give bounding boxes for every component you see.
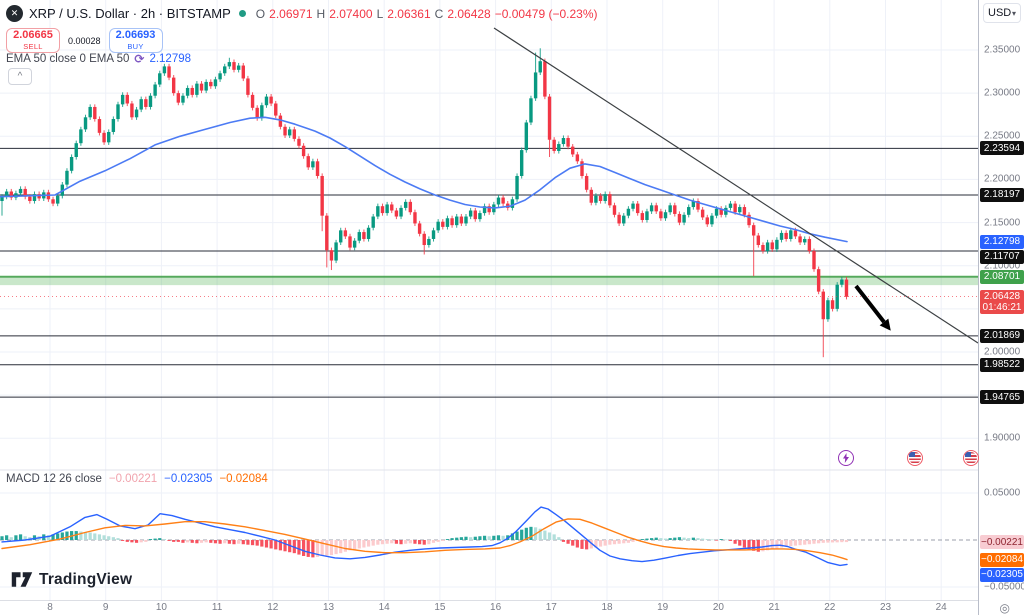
bar-countdown: 01:46:21 (982, 301, 1022, 313)
price-tick-label: 0.05000 (984, 487, 1021, 499)
price-label-box: −0.00221 (980, 535, 1024, 550)
ema-value: 2.12798 (149, 53, 192, 65)
macd-signal-value: −0.02084 (219, 473, 268, 485)
macd-legend[interactable]: MACD 12 26 close −0.00221 −0.02305 −0.02… (6, 473, 268, 485)
price-tick-label: 2.35000 (984, 44, 1021, 56)
time-tick-label: 22 (824, 602, 836, 613)
xrp-logo-icon: ✕ (6, 5, 23, 22)
sell-label: SELL (23, 42, 43, 52)
price-tick-label: 2.15000 (984, 217, 1021, 229)
low-label: L (376, 6, 384, 21)
close-label: C (434, 6, 444, 21)
currency-toggle-button[interactable]: USD ▾ (983, 3, 1021, 23)
open-label: O (255, 6, 266, 21)
price-tick-label: 2.30000 (984, 87, 1021, 99)
price-label-box: 1.98522 (980, 357, 1024, 372)
time-tick-label: 17 (545, 602, 557, 613)
time-tick-label: 12 (267, 602, 279, 613)
buy-price: 2.06693 (115, 29, 156, 42)
time-tick-label: 19 (657, 602, 669, 613)
time-tick-label: 13 (322, 602, 335, 613)
time-tick-label: 8 (47, 602, 53, 613)
price-label-box: 2.11707 (980, 249, 1024, 264)
time-tick-label: 14 (378, 602, 390, 613)
open-value: 2.06971 (269, 6, 313, 21)
economic-event-us-flag-icon[interactable] (907, 450, 923, 466)
price-axis[interactable]: USD ▾ ◎ 2.35000 2.30000 2.25000 2.20000 2.15… (978, 0, 1024, 615)
time-tick-label: 20 (712, 602, 724, 613)
spread-value: 0.00028 (68, 35, 101, 46)
price-label-box: 2.01869 (980, 328, 1024, 343)
sell-button[interactable]: 2.06665 SELL (6, 28, 60, 53)
ema-legend[interactable]: EMA 50 close 0 EMA 50 ⟳ 2.12798 (6, 52, 191, 66)
time-tick-label: 11 (211, 602, 223, 613)
price-label-box: −0.02305 (980, 567, 1024, 582)
price-label-box: 2.12798 (980, 234, 1024, 249)
chevron-down-icon: ▾ (1011, 8, 1016, 18)
buy-button[interactable]: 2.06693 BUY (108, 28, 163, 53)
macd-legend-text: MACD 12 26 close (6, 473, 102, 485)
time-tick-label: 15 (434, 602, 446, 613)
price-label-box: 1.94765 (980, 390, 1024, 405)
high-label: H (316, 6, 326, 21)
time-tick-label: 24 (935, 602, 947, 613)
economic-event-us-flag-icon[interactable] (963, 450, 979, 466)
current-price-value: 2.06428 (983, 290, 1021, 302)
price-label-box: −0.02084 (980, 552, 1024, 567)
time-tick-label: 21 (768, 602, 780, 613)
symbol-header[interactable]: ✕ XRP / U.S. Dollar · 2h · BITSTAMP O 2.0… (6, 5, 597, 22)
time-tick-label: 23 (879, 602, 892, 613)
price-tick-label: −0.05000 (984, 581, 1024, 593)
price-tick-label: 1.90000 (984, 432, 1021, 444)
tradingview-logo-text: TradingView (39, 570, 133, 588)
collapse-pane-button[interactable]: ^ (8, 68, 32, 85)
macd-hist-value: −0.00221 (108, 473, 158, 485)
time-tick-label: 18 (601, 602, 613, 613)
price-tick-label: 2.25000 (984, 130, 1021, 142)
price-tick-label: 2.10000 (984, 260, 1021, 272)
sell-price: 2.06665 (13, 29, 53, 42)
high-value: 2.07400 (329, 6, 373, 21)
buy-label: BUY (127, 42, 144, 52)
change-value: −0.00479 (−0.23%) (494, 6, 598, 21)
time-tick-label: 10 (155, 602, 167, 613)
ema-legend-text: EMA 50 close 0 EMA 50 (6, 53, 130, 65)
tradingview-mark-icon (11, 572, 33, 587)
price-label-box: 2.23594 (980, 141, 1024, 156)
symbol-title[interactable]: XRP / U.S. Dollar · 2h · BITSTAMP (29, 6, 231, 21)
ohlc-values: O 2.06971 H 2.07400 L 2.06361 C 2.06428 −0.0… (256, 7, 598, 21)
time-tick-label: 16 (490, 602, 502, 613)
axis-settings-gear-icon[interactable]: ◎ (999, 601, 1010, 615)
time-tick-label: 9 (102, 602, 109, 613)
low-value: 2.06361 (387, 6, 431, 21)
currency-label: USD (988, 7, 1012, 19)
macd-line-value: −0.02305 (164, 473, 213, 485)
price-tick-label: 2.20000 (984, 173, 1021, 185)
time-axis[interactable]: 8 9 10 11 12 13 14 15 16 17 18 19 20 21 22 23 24 (0, 601, 978, 615)
price-label-box: 2.18197 (980, 187, 1024, 202)
loading-spinner-icon: ⟳ (134, 52, 145, 66)
market-status-icon (238, 10, 246, 17)
trade-panel: 2.06665 SELL 0.00028 2.06693 BUY (6, 28, 163, 53)
price-label-box: 2.08701 (980, 269, 1024, 284)
current-price-box: 2.06428 01:46:21 (980, 289, 1024, 314)
tradingview-logo[interactable]: TradingView (11, 570, 132, 589)
price-tick-label: 2.00000 (984, 346, 1021, 358)
close-value: 2.06428 (447, 6, 491, 21)
economic-event-lightning-icon[interactable] (838, 450, 854, 466)
